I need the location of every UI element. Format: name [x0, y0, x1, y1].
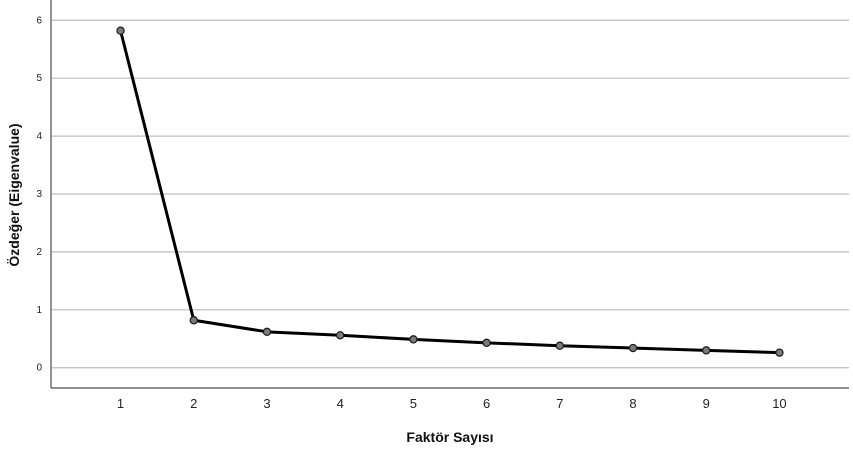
data-series	[116, 26, 784, 357]
y-tick-2: 2	[36, 247, 42, 258]
data-point-1	[116, 26, 125, 35]
y-tick-1: 1	[36, 305, 42, 316]
x-tick-5: 5	[410, 396, 417, 411]
data-point-10	[775, 348, 784, 357]
x-tick-2: 2	[190, 396, 197, 411]
data-point-9	[702, 346, 711, 355]
y-tick-5: 5	[36, 73, 42, 84]
y-axis-title: Özdeğer (Eigenvalue)	[6, 123, 22, 266]
x-tick-labels: 1 2 3 4 5 6 7 8 9 10	[117, 396, 787, 411]
x-tick-4: 4	[337, 396, 344, 411]
x-tick-3: 3	[263, 396, 270, 411]
y-tick-3: 3	[36, 189, 42, 200]
x-axis-title: Faktör Sayısı	[406, 429, 493, 445]
x-tick-6: 6	[483, 396, 490, 411]
data-point-7	[555, 341, 565, 350]
x-tick-7: 7	[556, 396, 563, 411]
gridlines	[51, 19, 849, 369]
data-point-5	[409, 335, 418, 344]
y-tick-0: 0	[36, 363, 42, 374]
x-tick-10: 10	[772, 396, 786, 411]
axes	[50, 0, 849, 389]
data-point-2	[189, 316, 198, 325]
x-tick-9: 9	[703, 396, 710, 411]
data-point-8	[628, 343, 638, 353]
y-tick-labels: 0 1 2 3 4 5 6	[36, 15, 42, 373]
data-point-6	[482, 338, 491, 348]
y-tick-6: 6	[36, 15, 42, 26]
series-line	[119, 29, 781, 355]
data-point-3	[262, 327, 272, 337]
x-tick-8: 8	[629, 396, 636, 411]
y-tick-4: 4	[36, 131, 42, 142]
data-point-4	[335, 331, 345, 340]
x-tick-1: 1	[117, 396, 124, 411]
